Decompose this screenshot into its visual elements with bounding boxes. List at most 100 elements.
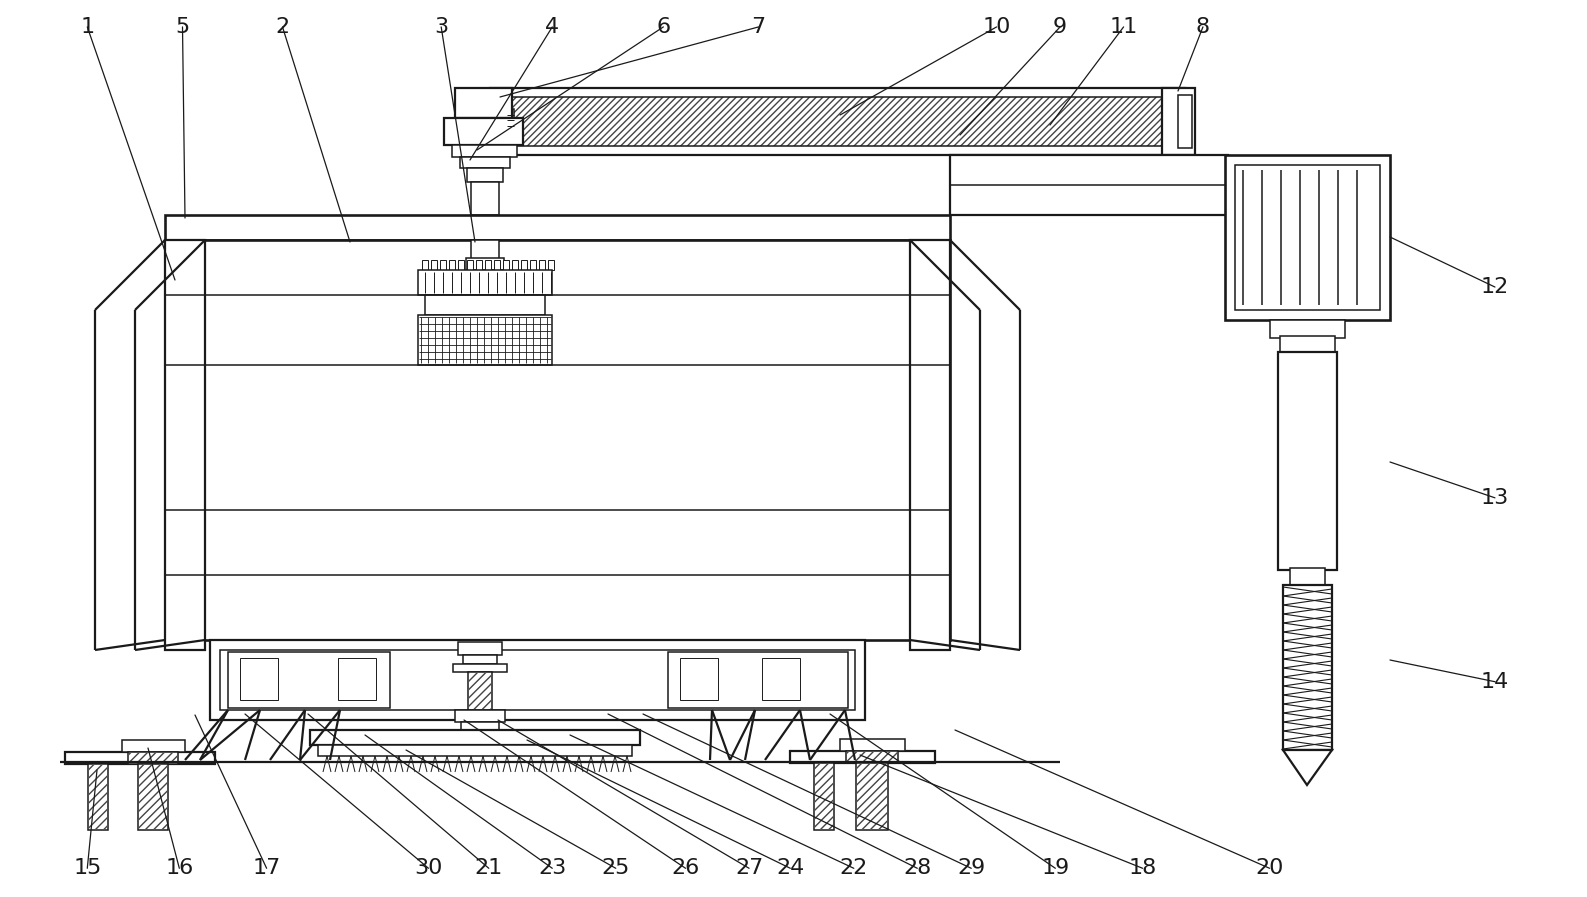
Bar (165, 240, 951, 640)
Bar (909, 240, 951, 650)
Bar (846, 751, 898, 763)
Bar (490, 109, 514, 133)
Text: 28: 28 (903, 858, 932, 878)
Bar (463, 655, 497, 664)
Bar (417, 315, 552, 365)
Bar (1290, 568, 1325, 585)
Bar (814, 763, 835, 830)
Bar (513, 260, 517, 270)
Bar (440, 260, 446, 270)
Bar (540, 260, 544, 270)
Bar (951, 155, 1228, 215)
Text: 6: 6 (657, 17, 670, 37)
Bar (1270, 320, 1346, 338)
Bar (471, 240, 498, 260)
Bar (165, 240, 205, 650)
Text: 9: 9 (1054, 17, 1066, 37)
Bar (122, 740, 186, 752)
Bar (459, 260, 463, 270)
Text: 17: 17 (252, 858, 281, 878)
Text: 21: 21 (475, 858, 503, 878)
Bar (309, 730, 640, 745)
Bar (790, 751, 935, 763)
Bar (470, 673, 490, 709)
Bar (221, 650, 855, 710)
Bar (129, 753, 178, 763)
Text: 27: 27 (735, 858, 763, 878)
Bar (1178, 95, 1192, 148)
Text: 7: 7 (752, 17, 765, 37)
Text: 8: 8 (1197, 17, 1209, 37)
Text: 1: 1 (81, 17, 94, 37)
Text: 10: 10 (982, 17, 1011, 37)
Text: 4: 4 (546, 17, 559, 37)
Bar (530, 260, 536, 270)
Bar (468, 672, 492, 710)
Bar (500, 97, 1162, 146)
Bar (467, 260, 473, 270)
Bar (494, 260, 500, 270)
Text: 16: 16 (165, 858, 194, 878)
Text: 15: 15 (73, 858, 102, 878)
Bar (432, 260, 436, 270)
Text: 24: 24 (776, 858, 805, 878)
Bar (87, 764, 108, 830)
Bar (129, 752, 178, 764)
Bar (762, 658, 800, 700)
Bar (668, 652, 847, 708)
Bar (317, 745, 632, 756)
Text: 12: 12 (1481, 277, 1509, 297)
Text: 29: 29 (957, 858, 986, 878)
Bar (548, 260, 554, 270)
Bar (449, 260, 455, 270)
Bar (209, 640, 865, 720)
Bar (89, 765, 106, 829)
Text: 30: 30 (414, 858, 443, 878)
Bar (140, 765, 167, 829)
Bar (467, 168, 503, 182)
Text: 18: 18 (1128, 858, 1157, 878)
Bar (459, 642, 501, 655)
Text: 11: 11 (1109, 17, 1138, 37)
Text: 26: 26 (671, 858, 700, 878)
Bar (840, 739, 905, 751)
Bar (855, 763, 889, 830)
Bar (679, 658, 717, 700)
Bar (460, 157, 509, 168)
Bar (847, 752, 897, 762)
Bar (165, 215, 951, 240)
Bar (1278, 352, 1336, 570)
Text: 25: 25 (601, 858, 630, 878)
Bar (65, 752, 214, 764)
Text: 22: 22 (840, 858, 868, 878)
Bar (476, 260, 482, 270)
Bar (816, 764, 833, 829)
Bar (1235, 165, 1381, 310)
Text: 3: 3 (435, 17, 448, 37)
Bar (417, 270, 552, 295)
Bar (1281, 336, 1335, 352)
Bar (455, 710, 505, 722)
Bar (1162, 88, 1195, 155)
Bar (229, 652, 390, 708)
Bar (455, 88, 513, 118)
Text: 13: 13 (1481, 488, 1509, 508)
Text: 23: 23 (538, 858, 567, 878)
Bar (467, 258, 505, 270)
Bar (460, 722, 498, 730)
Bar (425, 295, 544, 315)
Bar (471, 182, 498, 215)
Bar (444, 118, 524, 145)
Bar (521, 260, 527, 270)
Text: 5: 5 (176, 17, 189, 37)
Bar (486, 260, 490, 270)
Bar (452, 664, 506, 672)
Bar (338, 658, 376, 700)
Bar (490, 88, 1185, 155)
Text: 19: 19 (1041, 858, 1070, 878)
Bar (1225, 155, 1390, 320)
Bar (500, 97, 1162, 146)
Bar (452, 145, 517, 157)
Bar (138, 764, 168, 830)
Bar (240, 658, 278, 700)
